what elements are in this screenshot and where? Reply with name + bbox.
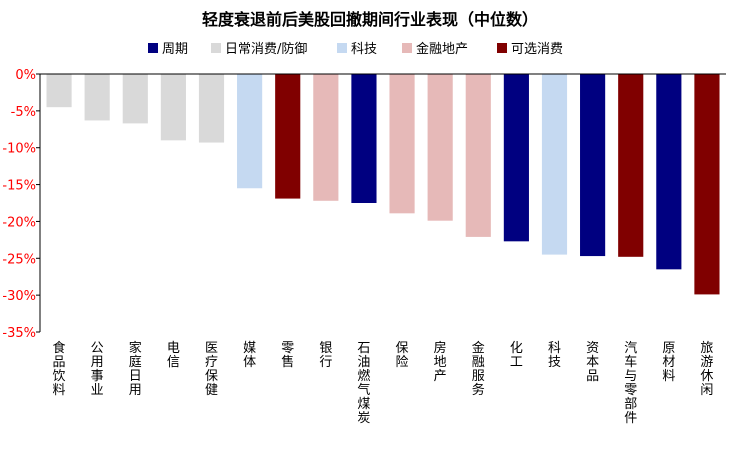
bar-6 (275, 74, 301, 199)
bar-10 (427, 74, 453, 221)
y-tick-label-2: -10% (2, 142, 36, 157)
x-tick-label-10: 房地产 (434, 340, 447, 384)
y-tick-label-0: 0% (15, 68, 36, 83)
y-tick-label-1: -5% (11, 105, 36, 120)
x-tick-label-13: 科技 (548, 341, 561, 370)
x-tick-label-5: 媒体 (243, 341, 256, 370)
legend-label-0: 周期 (162, 42, 188, 57)
legend-swatch-3 (402, 43, 412, 53)
legend-label-1: 日常消费/防御 (225, 41, 307, 57)
legend-label-2: 科技 (351, 42, 377, 57)
y-tick-label-5: -25% (2, 252, 36, 267)
chart-title: 轻度衰退前后美股回撤期间行业表现（中位数） (202, 10, 538, 29)
x-tick-label-7: 银行 (319, 341, 332, 370)
y-tick-label-3: -15% (2, 179, 36, 194)
bars (46, 74, 720, 295)
x-tick-label-3: 电信 (167, 341, 180, 370)
x-tick-label-17: 旅游休闲 (700, 341, 713, 398)
x-tick-label-12: 化工 (510, 341, 523, 370)
bar-7 (313, 74, 339, 201)
legend-swatch-0 (148, 43, 158, 53)
bar-4 (198, 74, 225, 143)
bar-13 (541, 74, 568, 255)
bar-17 (694, 74, 720, 295)
y-axis: 0% -5% -10% -15% -20% -25% -30% -35% (2, 68, 41, 341)
y-tick-label-7: -35% (2, 326, 36, 341)
x-tick-label-0: 食品饮料 (53, 340, 66, 398)
bar-5 (237, 74, 263, 189)
bar-1 (84, 74, 110, 121)
x-tick-label-1: 公用事业 (91, 341, 104, 398)
bar-15 (618, 74, 644, 257)
legend: 周期 日常消费/防御 科技 金融地产 可选消费 (148, 41, 563, 57)
legend-swatch-2 (337, 43, 347, 53)
x-tick-label-2: 家庭日用 (129, 340, 142, 398)
legend-swatch-4 (497, 43, 507, 53)
y-tick-label-6: -30% (2, 289, 36, 304)
bar-16 (656, 74, 682, 270)
x-tick-label-11: 金融服务 (472, 340, 485, 398)
x-tick-label-9: 保险 (396, 341, 409, 370)
legend-label-3: 金融地产 (416, 41, 468, 57)
bar-14 (580, 74, 606, 257)
bar-12 (503, 74, 529, 242)
bar-2 (122, 74, 148, 124)
legend-label-4: 可选消费 (511, 42, 563, 57)
bar-3 (160, 74, 186, 141)
x-tick-label-8: 石油燃气煤炭 (357, 341, 370, 426)
x-tick-label-14: 资本品 (586, 341, 599, 384)
x-tick-label-16: 原材料 (662, 341, 675, 384)
x-tick-label-4: 医疗保健 (205, 341, 218, 398)
x-tick-label-6: 零售 (281, 341, 294, 370)
bar-0 (46, 74, 72, 108)
y-tick-label-4: -20% (2, 215, 36, 230)
x-tick-label-15: 汽车与零部件 (624, 341, 637, 426)
bar-9 (389, 74, 415, 214)
bar-8 (351, 74, 377, 203)
bar-11 (465, 74, 491, 237)
legend-swatch-1 (211, 43, 221, 53)
